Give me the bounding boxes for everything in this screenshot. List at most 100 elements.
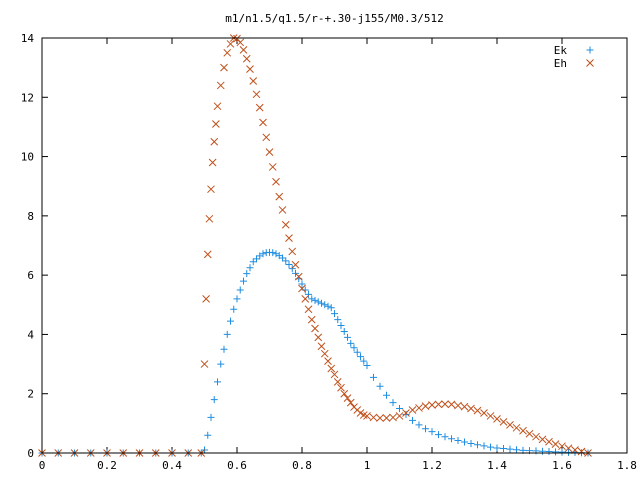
data-point-ek [493, 444, 501, 452]
data-point-ek [500, 445, 507, 453]
data-point-eh [320, 349, 329, 358]
data-point-eh [223, 48, 232, 57]
data-point-ek [474, 441, 481, 449]
data-point-ek [249, 258, 257, 266]
data-point-eh [272, 177, 280, 186]
data-point-ek [243, 270, 251, 278]
data-point-eh [333, 378, 342, 386]
data-point-eh [454, 401, 462, 410]
data-point-eh [369, 413, 378, 422]
x-tick-label: 1.2 [422, 459, 442, 472]
data-point-eh [202, 295, 210, 303]
data-point-eh [281, 220, 290, 229]
data-point-eh [268, 163, 277, 171]
data-point-eh [278, 206, 287, 214]
data-point-ek [389, 399, 397, 407]
data-point-eh [551, 440, 560, 448]
y-tick-label: 14 [21, 32, 35, 45]
data-point-eh [389, 413, 397, 422]
x-tick-label: 0.6 [227, 459, 247, 472]
y-tick-label: 0 [27, 447, 34, 460]
y-tick-label: 6 [27, 269, 34, 282]
data-point-eh [337, 383, 345, 392]
data-point-ek [282, 257, 290, 265]
data-point-ek [253, 255, 260, 263]
data-point-eh [402, 409, 410, 417]
data-point-eh [493, 415, 501, 423]
data-point-eh [304, 305, 313, 314]
data-point-ek [441, 433, 449, 441]
data-point-eh [252, 90, 261, 99]
data-point-eh [340, 389, 349, 398]
data-point-ek [324, 302, 332, 310]
data-point-ek [350, 344, 358, 352]
data-point-ek [285, 260, 293, 268]
data-point-ek [539, 447, 546, 455]
axis-ticks: 0 0.2 0.4 0.6 0.8 1 1.2 1.4 1.6 1.8 0 2 4 6 8 10 12 14 [21, 32, 637, 472]
x-tick-label: 0.4 [162, 459, 182, 472]
data-point-eh [506, 420, 514, 429]
data-point-ek [513, 446, 520, 454]
data-point-ek [360, 357, 368, 365]
data-point-ek [318, 299, 325, 307]
x-tick-label: 0.8 [292, 459, 312, 472]
data-point-eh [408, 406, 417, 414]
data-point-ek [314, 298, 322, 306]
data-point-ek [376, 382, 384, 390]
data-point-ek [435, 431, 442, 439]
data-point-ek [454, 437, 462, 445]
data-point-ek [204, 431, 212, 439]
data-point-eh [363, 412, 371, 420]
data-point-eh [577, 447, 586, 456]
data-point-ek [259, 250, 267, 258]
data-point-eh [382, 414, 391, 422]
data-point-eh [203, 250, 212, 259]
data-point-eh [415, 404, 423, 412]
data-point-eh [564, 444, 573, 453]
data-point-eh [473, 406, 482, 415]
data-point-eh [434, 400, 443, 409]
data-point-ek [480, 442, 488, 450]
data-point-ek [344, 333, 351, 341]
data-point-eh [421, 402, 430, 411]
data-point-eh [205, 214, 214, 223]
data-point-ek [230, 305, 238, 313]
series-layer [38, 34, 592, 457]
data-point-eh [343, 394, 352, 403]
data-point-eh [441, 400, 449, 408]
data-point-ek [327, 304, 335, 312]
data-point-ek [217, 360, 225, 368]
chart-title: m1/n1.5/q1.5/r-+.30-j155/M0.3/512 [225, 12, 444, 25]
data-point-eh [499, 418, 508, 426]
data-point-eh [291, 260, 300, 269]
data-point-eh [259, 118, 267, 127]
data-point-ek [337, 322, 345, 330]
data-point-ek [422, 425, 429, 433]
data-point-ek [428, 428, 436, 436]
data-point-eh [255, 103, 264, 112]
y-tick-label: 8 [27, 210, 34, 223]
data-point-eh [249, 77, 258, 85]
data-point-eh [311, 324, 319, 333]
data-point-eh [376, 414, 384, 422]
data-point-ek [207, 413, 215, 421]
legend-label-eh: Eh [554, 57, 567, 70]
data-point-eh [486, 412, 495, 420]
data-point-ek [396, 405, 403, 413]
y-tick-label: 10 [21, 151, 34, 164]
data-point-ek [220, 345, 228, 353]
data-point-eh [208, 158, 217, 167]
data-point-ek [415, 421, 423, 429]
data-point-ek [402, 410, 410, 418]
data-point-eh [467, 404, 475, 413]
data-point-eh [212, 120, 220, 128]
x-tick-label: 0.2 [97, 459, 117, 472]
data-point-eh [239, 46, 248, 54]
data-point-eh [558, 442, 566, 451]
data-point-eh [285, 234, 293, 242]
data-point-eh [207, 185, 215, 194]
data-point-eh [301, 295, 310, 303]
data-point-ek [340, 327, 348, 335]
